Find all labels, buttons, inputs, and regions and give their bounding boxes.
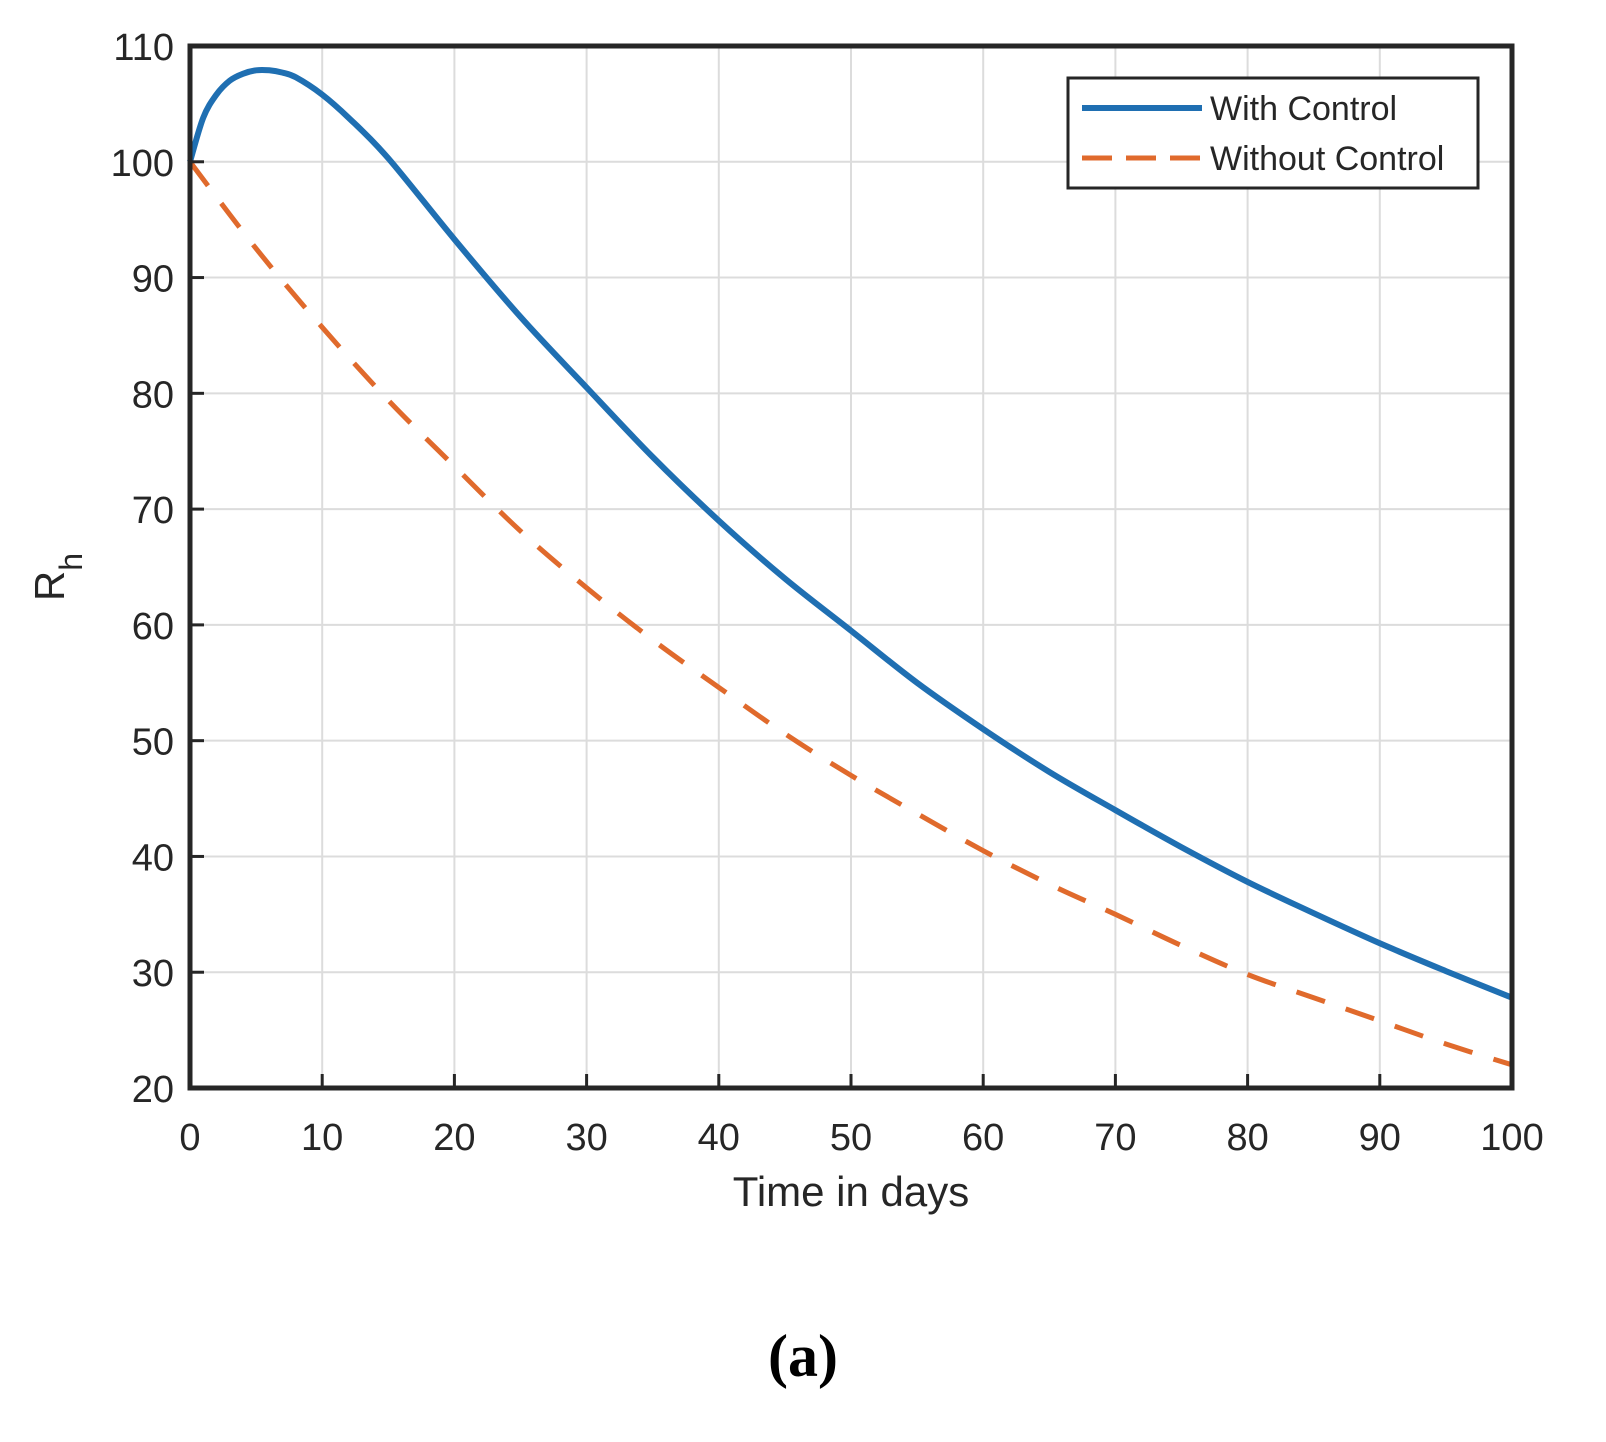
x-tick-label: 70 <box>1094 1117 1136 1159</box>
y-tick-label: 80 <box>132 374 174 416</box>
y-tick-label: 90 <box>132 259 174 301</box>
grid-lines <box>189 45 1513 1089</box>
series-lines <box>187 66 1514 1068</box>
y-tick-labels: 20 30 40 50 60 70 80 90 100 110 <box>111 27 174 1111</box>
x-tick-label: 50 <box>830 1117 872 1159</box>
y-tick-label: 30 <box>132 953 174 995</box>
line-chart: 0 10 20 30 40 50 60 70 80 90 100 20 30 40 50 60 70 80 90 1… <box>26 27 1544 1215</box>
y-axis-title-subscript: h <box>53 553 89 571</box>
legend: With Control Without Control <box>1066 76 1480 190</box>
x-tick-label: 80 <box>1226 1117 1268 1159</box>
legend-label-1: With Control <box>1210 90 1397 128</box>
x-tick-label: 60 <box>962 1117 1004 1159</box>
y-tick-label: 60 <box>132 606 174 648</box>
y-tick-label: 100 <box>111 143 174 185</box>
x-tick-labels: 0 10 20 30 40 50 60 70 80 90 100 <box>179 1117 1543 1159</box>
y-tick-label: 70 <box>132 490 174 532</box>
panel-label: (a) <box>768 1323 838 1389</box>
x-tick-label: 100 <box>1480 1117 1543 1159</box>
x-tick-label: 10 <box>301 1117 343 1159</box>
x-tick-label: 90 <box>1359 1117 1401 1159</box>
y-tick-label: 110 <box>113 27 174 69</box>
x-tick-label: 40 <box>698 1117 740 1159</box>
x-axis-title: Time in days <box>733 1168 970 1215</box>
axis-ticks <box>188 44 1514 1090</box>
legend-box <box>1066 76 1480 190</box>
x-tick-label: 0 <box>179 1117 200 1159</box>
legend-label-2: Without Control <box>1210 140 1444 178</box>
y-axis-title-main: R <box>26 571 73 601</box>
y-tick-label: 50 <box>132 722 174 764</box>
y-axis-title: Rh <box>26 553 89 601</box>
y-tick-label: 20 <box>132 1069 174 1111</box>
y-tick-label: 40 <box>132 837 174 879</box>
x-tick-label: 30 <box>565 1117 607 1159</box>
x-tick-label: 20 <box>433 1117 475 1159</box>
series-line-1 <box>187 66 1514 1001</box>
